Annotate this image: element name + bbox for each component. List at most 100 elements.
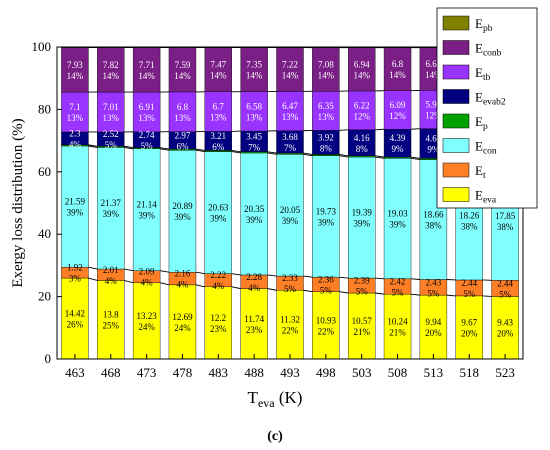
data-label-percent: 38%: [425, 221, 442, 231]
data-label-percent: 14%: [174, 71, 191, 81]
data-label-percent: 5%: [499, 289, 512, 299]
data-label-percent: 14%: [389, 70, 406, 80]
trend-line: [124, 268, 134, 272]
data-label-percent: 5%: [463, 289, 476, 299]
bar-segment: [97, 47, 125, 93]
data-label-percent: 39%: [282, 216, 299, 226]
trend-line: [88, 145, 98, 148]
data-label-percent: 6%: [212, 142, 225, 152]
x-tick-label: 518: [459, 365, 479, 380]
data-label-percent: 39%: [318, 217, 335, 227]
data-label-value: 17.85: [495, 211, 516, 221]
bar-segment: [312, 130, 340, 155]
data-label-percent: 38%: [461, 221, 478, 231]
data-label-value: 13.23: [136, 311, 157, 321]
data-label-value: 6.09: [390, 100, 406, 110]
data-label-value: 2.22: [210, 270, 226, 280]
y-tick-label: 40: [38, 226, 51, 241]
data-label-percent: 39%: [67, 208, 84, 218]
data-label-percent: 5%: [105, 140, 118, 150]
trend-line: [160, 282, 170, 286]
data-label-value: 7.82: [103, 60, 119, 70]
legend-label: Econb: [475, 41, 502, 59]
legend-swatch: [442, 15, 470, 31]
data-label-value: 9.67: [461, 317, 477, 327]
trend-line: [195, 284, 205, 288]
legend-label-main: E: [475, 139, 483, 154]
axes-layer: 0 20 40 60 80 100 463 468 473 478 483 488 493 498 503 5…: [32, 39, 524, 380]
bar-segment: [491, 296, 519, 360]
data-label-value: 11.74: [244, 314, 264, 324]
data-label-value: 5.96: [426, 100, 442, 110]
data-label-percent: 39%: [246, 215, 263, 225]
data-label-value: 1.92: [67, 263, 83, 273]
data-label-percent: 5%: [141, 141, 154, 151]
data-label-percent: 12%: [425, 111, 442, 121]
data-label-percent: 14%: [138, 71, 155, 81]
data-label-value: 4.39: [390, 133, 406, 143]
data-label-percent: 13%: [138, 113, 155, 123]
legend-label: Eeva: [475, 188, 497, 206]
x-tick-label: 523: [495, 365, 515, 380]
x-tick-label: 503: [352, 365, 372, 380]
data-label-value: 6.94: [354, 59, 370, 69]
data-label-percent: 26%: [67, 320, 84, 330]
bar-segment: [383, 129, 412, 158]
trend-line: [339, 129, 349, 131]
data-label-value: 6.35: [318, 101, 334, 111]
x-tick-label: 478: [173, 365, 193, 380]
data-label-value: 2.74: [139, 130, 155, 140]
legend-label-sub: con: [483, 147, 497, 157]
data-label-value: 20.89: [172, 201, 193, 211]
data-label-value: 2.52: [103, 129, 119, 139]
trend-line: [231, 273, 241, 276]
data-label-percent: 5%: [284, 284, 297, 294]
bar-segment: [97, 91, 125, 133]
trend-line: [160, 270, 170, 273]
y-tick-label: 60: [38, 164, 51, 179]
bar-segment: [312, 91, 340, 131]
data-label-percent: 23%: [246, 325, 263, 335]
x-axis-label-main: T: [248, 388, 259, 407]
data-label-value: 7.93: [67, 60, 83, 70]
trend-line: [160, 148, 170, 151]
bar-segment: [240, 152, 268, 276]
y-tick-label: 100: [32, 39, 52, 54]
legend-label-main: E: [475, 188, 483, 203]
data-label-value: 3.21: [210, 131, 226, 141]
data-label-percent: 4%: [105, 276, 118, 286]
data-label-value: 7.08: [318, 59, 334, 69]
trend-line: [267, 274, 277, 277]
bar-segment: [240, 47, 268, 92]
x-tick-label: 468: [101, 365, 121, 380]
data-label-percent: 22%: [282, 326, 299, 336]
data-label-value: 10.57: [352, 316, 373, 326]
data-label-value: 12.69: [172, 312, 193, 322]
data-label-percent: 4%: [212, 281, 225, 291]
data-label-value: 3.45: [246, 131, 262, 141]
bar-segment: [168, 91, 197, 132]
legend-label: Econ: [475, 139, 497, 157]
x-axis-label-sub: eva: [258, 396, 275, 410]
trend-line: [124, 280, 134, 284]
bar-segment: [204, 47, 233, 92]
bar-segment: [204, 151, 233, 274]
data-label-value: 20.35: [244, 204, 265, 214]
data-label-value: 6.65: [426, 59, 442, 69]
bar-segment: [347, 292, 376, 360]
data-label-percent: 25%: [103, 321, 120, 331]
data-label-value: 2.43: [426, 277, 442, 287]
data-label-value: 2.39: [354, 276, 370, 286]
legend-label-main: E: [475, 41, 483, 56]
bar-segment: [61, 277, 89, 360]
data-label-value: 20.63: [208, 203, 229, 213]
data-label-percent: 23%: [210, 324, 227, 334]
data-label-value: 7.47: [210, 60, 226, 70]
legend-swatch: [442, 64, 470, 80]
data-label-percent: 14%: [353, 70, 370, 80]
x-axis-label-unit: (K): [275, 388, 303, 407]
legend-label: Etb: [475, 65, 491, 83]
data-label-value: 4.16: [354, 133, 370, 143]
trend-line: [160, 147, 170, 150]
y-tick-label: 0: [45, 351, 52, 366]
